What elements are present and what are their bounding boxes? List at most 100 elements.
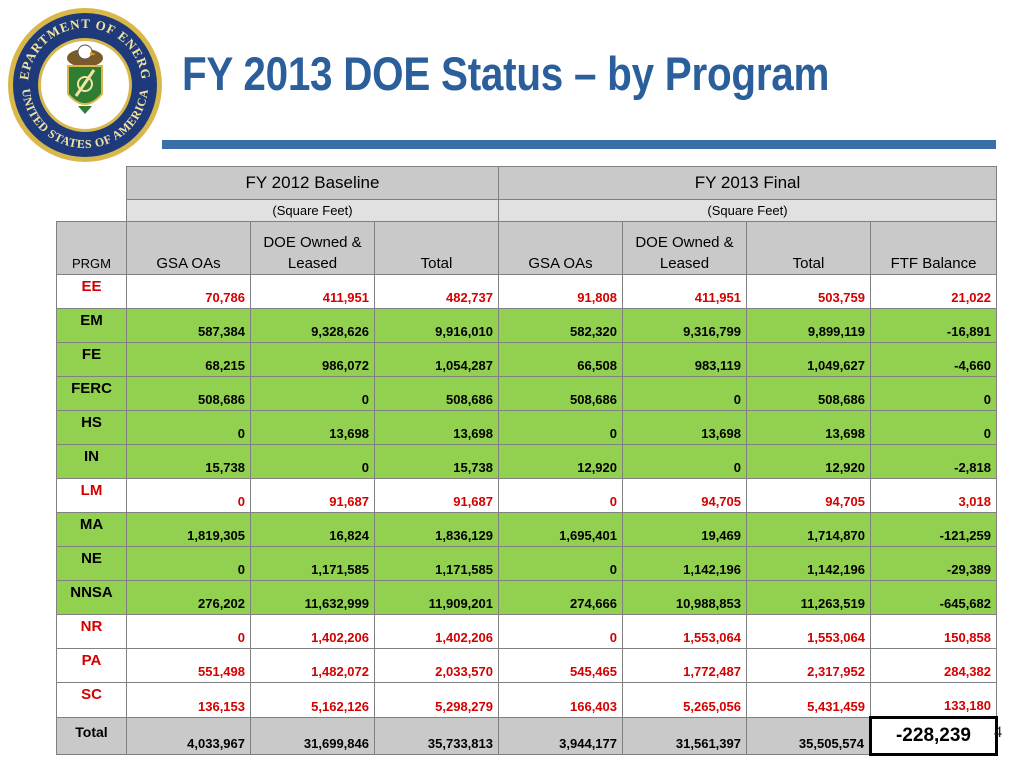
value-cell: 68,215 (126, 342, 251, 377)
value-cell: 503,759 (746, 274, 871, 309)
value-cell: 1,171,585 (374, 546, 499, 581)
value-cell: 11,909,201 (374, 580, 499, 615)
doe-seal-logo: DEPARTMENT OF ENERGY UNITED STATES OF AM… (1, 0, 164, 164)
value-cell: 0 (126, 546, 251, 581)
table-row: SC 136,153 5,162,126 5,298,279 166,403 5,265,… (56, 682, 997, 718)
value-cell: 1,836,129 (374, 512, 499, 547)
group-header-row: FY 2012 Baseline FY 2013 Final (56, 166, 997, 222)
value-cell: -29,389 (870, 546, 997, 581)
value-cell: 1,402,206 (250, 614, 375, 649)
value-cell: 11,263,519 (746, 580, 871, 615)
value-cell: 5,298,279 (374, 682, 499, 718)
value-cell: 12,920 (746, 444, 871, 479)
value-cell: 94,705 (746, 478, 871, 513)
value-cell: 284,382 (870, 648, 997, 683)
value-cell: 15,738 (374, 444, 499, 479)
value-cell: 13,698 (622, 410, 747, 445)
total-value-cell: 3,944,177 (498, 717, 623, 755)
value-cell: 1,402,206 (374, 614, 499, 649)
value-cell: -645,682 (870, 580, 997, 615)
value-cell: 1,171,585 (250, 546, 375, 581)
value-cell: 150,858 (870, 614, 997, 649)
value-cell: 5,265,056 (622, 682, 747, 718)
column-header-doe-owned-2013: DOE Owned & Leased (622, 221, 747, 275)
program-code-cell: PA (56, 648, 127, 683)
value-cell: 10,988,853 (622, 580, 747, 615)
program-code-cell: FERC (56, 376, 127, 411)
slide-title: FY 2013 DOE Status – by Program (182, 47, 830, 100)
value-cell: 11,632,999 (250, 580, 375, 615)
table-row: HS 0 13,698 13,698 0 13,698 13,698 0 (56, 410, 997, 445)
total-label-cell: Total (56, 717, 127, 755)
value-cell: 1,553,064 (622, 614, 747, 649)
table-row: EM 587,384 9,328,626 9,916,010 582,320 9,316,… (56, 308, 997, 343)
column-header-total-2013: Total (746, 221, 871, 275)
program-status-table: FY 2012 Baseline FY 2013 Final (Square F… (56, 166, 998, 756)
value-cell: 9,328,626 (250, 308, 375, 343)
value-cell: 3,018 (870, 478, 997, 513)
table-row: LM 0 91,687 91,687 0 94,705 94,705 3,018 (56, 478, 997, 513)
value-cell: 276,202 (126, 580, 251, 615)
value-cell: -121,259 (870, 512, 997, 547)
page-number: 4 (994, 724, 1002, 741)
value-cell: 508,686 (374, 376, 499, 411)
value-cell: 983,119 (622, 342, 747, 377)
value-cell: 66,508 (498, 342, 623, 377)
value-cell: 13,698 (746, 410, 871, 445)
corner-blank (56, 166, 127, 222)
value-cell: 587,384 (126, 308, 251, 343)
group-header-fy2012: FY 2012 Baseline (126, 166, 499, 200)
column-header-gsa-oas-2012: GSA OAs (126, 221, 251, 275)
value-cell: 274,666 (498, 580, 623, 615)
value-cell: 1,049,627 (746, 342, 871, 377)
column-header-prgm: PRGM (56, 221, 127, 275)
program-code-cell: LM (56, 478, 127, 513)
value-cell: 2,033,570 (374, 648, 499, 683)
column-header-ftf-balance: FTF Balance (870, 221, 997, 275)
value-cell: 2,317,952 (746, 648, 871, 683)
column-header-total-2012: Total (374, 221, 499, 275)
value-cell: 551,498 (126, 648, 251, 683)
value-cell: 411,951 (250, 274, 375, 309)
value-cell: 1,714,870 (746, 512, 871, 547)
column-header-row: PRGM GSA OAs DOE Owned & Leased Total GS… (56, 221, 997, 275)
program-code-cell: EE (56, 274, 127, 309)
value-cell: 9,916,010 (374, 308, 499, 343)
program-code-cell: EM (56, 308, 127, 343)
ftf-balance-total-cell: -228,239 (869, 716, 998, 756)
total-value-cell: 35,733,813 (374, 717, 499, 755)
program-code-cell: IN (56, 444, 127, 479)
value-cell: 0 (622, 376, 747, 411)
value-cell: 19,469 (622, 512, 747, 547)
value-cell: 0 (498, 478, 623, 513)
program-code-cell: HS (56, 410, 127, 445)
value-cell: 9,899,119 (746, 308, 871, 343)
program-code-cell: NNSA (56, 580, 127, 615)
value-cell: 582,320 (498, 308, 623, 343)
value-cell: -4,660 (870, 342, 997, 377)
value-cell: 986,072 (250, 342, 375, 377)
value-cell: 0 (870, 410, 997, 445)
program-code-cell: MA (56, 512, 127, 547)
value-cell: -16,891 (870, 308, 997, 343)
table-row: NNSA 276,202 11,632,999 11,909,201 274,666 10… (56, 580, 997, 615)
value-cell: 15,738 (126, 444, 251, 479)
value-cell: 0 (498, 410, 623, 445)
value-cell: 91,687 (250, 478, 375, 513)
value-cell: 16,824 (250, 512, 375, 547)
table-row: NR 0 1,402,206 1,402,206 0 1,553,064 1,553,064… (56, 614, 997, 649)
value-cell: 545,465 (498, 648, 623, 683)
program-code-cell: SC (56, 682, 127, 718)
value-cell: 91,687 (374, 478, 499, 513)
total-value-cell: 35,505,574 (746, 717, 871, 755)
group-header-fy2013: FY 2013 Final (498, 166, 997, 200)
value-cell: 13,698 (250, 410, 375, 445)
program-code-cell: NR (56, 614, 127, 649)
value-cell: -2,818 (870, 444, 997, 479)
title-divider (162, 140, 996, 149)
value-cell: 1,054,287 (374, 342, 499, 377)
unit-header-row: (Square Feet) (Square Feet) (57, 199, 997, 222)
value-cell: 5,431,459 (746, 682, 871, 718)
value-cell: 70,786 (126, 274, 251, 309)
column-header-gsa-oas-2013: GSA OAs (498, 221, 623, 275)
